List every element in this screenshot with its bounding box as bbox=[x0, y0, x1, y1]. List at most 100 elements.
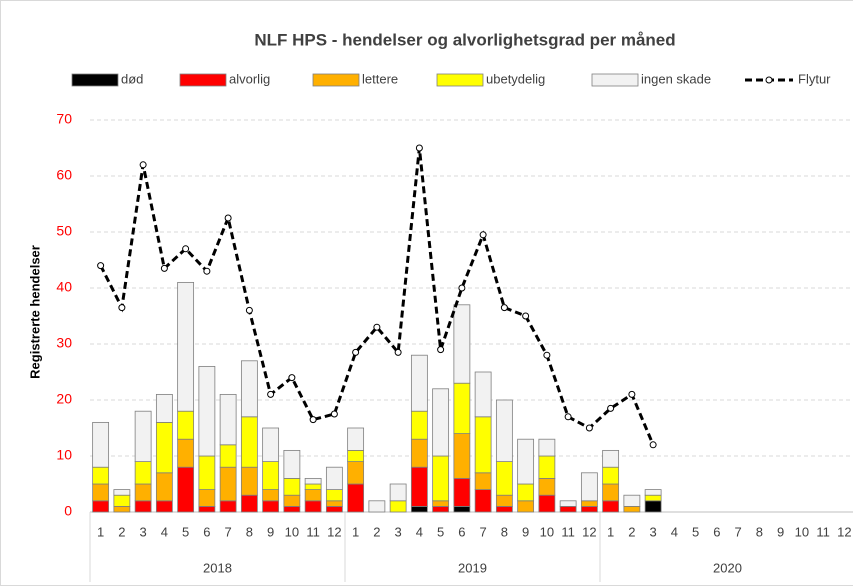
bar-segment bbox=[262, 461, 280, 491]
bar-segment bbox=[92, 483, 110, 502]
line-marker bbox=[245, 306, 253, 314]
bar-segment bbox=[389, 483, 407, 502]
x-tick-label: 6 bbox=[203, 524, 210, 539]
bar-segment bbox=[134, 483, 152, 502]
x-tick-label: 6 bbox=[458, 524, 465, 539]
bar-segment bbox=[325, 500, 343, 507]
line-marker bbox=[394, 348, 402, 356]
x-tick-label: 7 bbox=[735, 524, 742, 539]
y-tick-label: 10 bbox=[56, 447, 72, 463]
bar-segment bbox=[474, 371, 492, 418]
bar-segment bbox=[283, 505, 301, 513]
bar-segment bbox=[453, 304, 471, 384]
x-tick-label: 7 bbox=[225, 524, 232, 539]
x-tick-label: 11 bbox=[561, 524, 575, 539]
bar-segment bbox=[347, 461, 365, 485]
bar-segment bbox=[580, 505, 598, 513]
bar-segment bbox=[453, 382, 471, 435]
bar-segment bbox=[432, 500, 450, 507]
bar-segment bbox=[644, 489, 662, 496]
bar-segment bbox=[240, 416, 258, 468]
bar-segment bbox=[113, 489, 131, 496]
bar-segment bbox=[580, 472, 598, 502]
bar-segment bbox=[517, 483, 535, 502]
x-tick-label: 4 bbox=[671, 524, 678, 539]
line-marker bbox=[288, 374, 296, 382]
x-tick-label: 8 bbox=[246, 524, 253, 539]
x-tick-label: 5 bbox=[437, 524, 444, 539]
legend-marker bbox=[765, 76, 773, 84]
legend-label: Flytur bbox=[798, 71, 831, 86]
bar-segment bbox=[559, 505, 577, 513]
line-marker bbox=[373, 323, 381, 331]
x-tick-label: 6 bbox=[713, 524, 720, 539]
line-series bbox=[99, 147, 655, 446]
line-marker bbox=[97, 262, 105, 270]
x-tick-label: 2 bbox=[628, 524, 635, 539]
bar-segment bbox=[580, 500, 598, 507]
bar-segment bbox=[113, 494, 131, 507]
bar-segment bbox=[198, 365, 216, 457]
bar-segment bbox=[389, 500, 407, 513]
y-tick-label: 60 bbox=[56, 167, 72, 183]
bar-segment bbox=[325, 466, 343, 491]
line-marker bbox=[458, 284, 466, 292]
x-tick-label: 12 bbox=[837, 524, 851, 539]
line-marker bbox=[203, 267, 211, 275]
y-tick-label: 50 bbox=[56, 223, 72, 239]
bar-segment bbox=[495, 461, 513, 496]
x-tick-label: 1 bbox=[607, 524, 614, 539]
bar-segment bbox=[240, 494, 258, 513]
bar-segment bbox=[347, 449, 365, 462]
x-tick-label: 8 bbox=[756, 524, 763, 539]
x-tick-label: 12 bbox=[582, 524, 596, 539]
bar-segment bbox=[219, 500, 237, 513]
bar-segment bbox=[219, 393, 237, 446]
line-marker bbox=[437, 346, 445, 354]
bar-segment bbox=[495, 399, 513, 462]
bar-segment bbox=[410, 505, 428, 513]
x-tick-label: 4 bbox=[161, 524, 168, 539]
bar-segment bbox=[432, 388, 450, 457]
line-marker bbox=[118, 304, 126, 312]
bar-segment bbox=[198, 455, 216, 490]
bar-segment bbox=[347, 483, 365, 513]
y-tick-label: 40 bbox=[56, 279, 72, 295]
bar-segment bbox=[177, 466, 195, 513]
bar-segment bbox=[623, 505, 641, 513]
x-tick-label: 1 bbox=[97, 524, 104, 539]
bar-segment bbox=[240, 360, 258, 418]
bar-segment bbox=[155, 421, 173, 474]
x-tick-label: 11 bbox=[306, 524, 320, 539]
line-marker bbox=[267, 390, 275, 398]
line-marker bbox=[479, 231, 487, 239]
bar-segment bbox=[155, 500, 173, 513]
bar-segment bbox=[538, 477, 556, 496]
bar-segment bbox=[474, 416, 492, 474]
x-tick-label: 3 bbox=[395, 524, 402, 539]
bar-segment bbox=[602, 466, 620, 485]
line-marker bbox=[649, 441, 657, 449]
bar-segment bbox=[538, 438, 556, 457]
bar-segment bbox=[474, 472, 492, 490]
line-marker bbox=[224, 214, 232, 222]
bar-segment bbox=[453, 477, 471, 507]
bar-segment bbox=[347, 427, 365, 451]
bar-segment bbox=[262, 427, 280, 462]
bar-segment bbox=[495, 494, 513, 507]
x-tick-label: 9 bbox=[267, 524, 274, 539]
bar-segment bbox=[113, 505, 131, 513]
legend-swatch bbox=[179, 73, 227, 87]
bar-segment bbox=[325, 505, 343, 513]
bar-segment bbox=[517, 438, 535, 485]
bar-segment bbox=[155, 393, 173, 423]
line-marker bbox=[330, 410, 338, 418]
line-marker bbox=[415, 144, 423, 152]
bar-segment bbox=[134, 410, 152, 463]
legend-swatch bbox=[591, 73, 639, 87]
bar-segment bbox=[325, 489, 343, 502]
legend-label: lettere bbox=[362, 71, 398, 86]
x-tick-label: 2 bbox=[373, 524, 380, 539]
bar-segment bbox=[644, 494, 662, 502]
bar-segment bbox=[134, 500, 152, 513]
